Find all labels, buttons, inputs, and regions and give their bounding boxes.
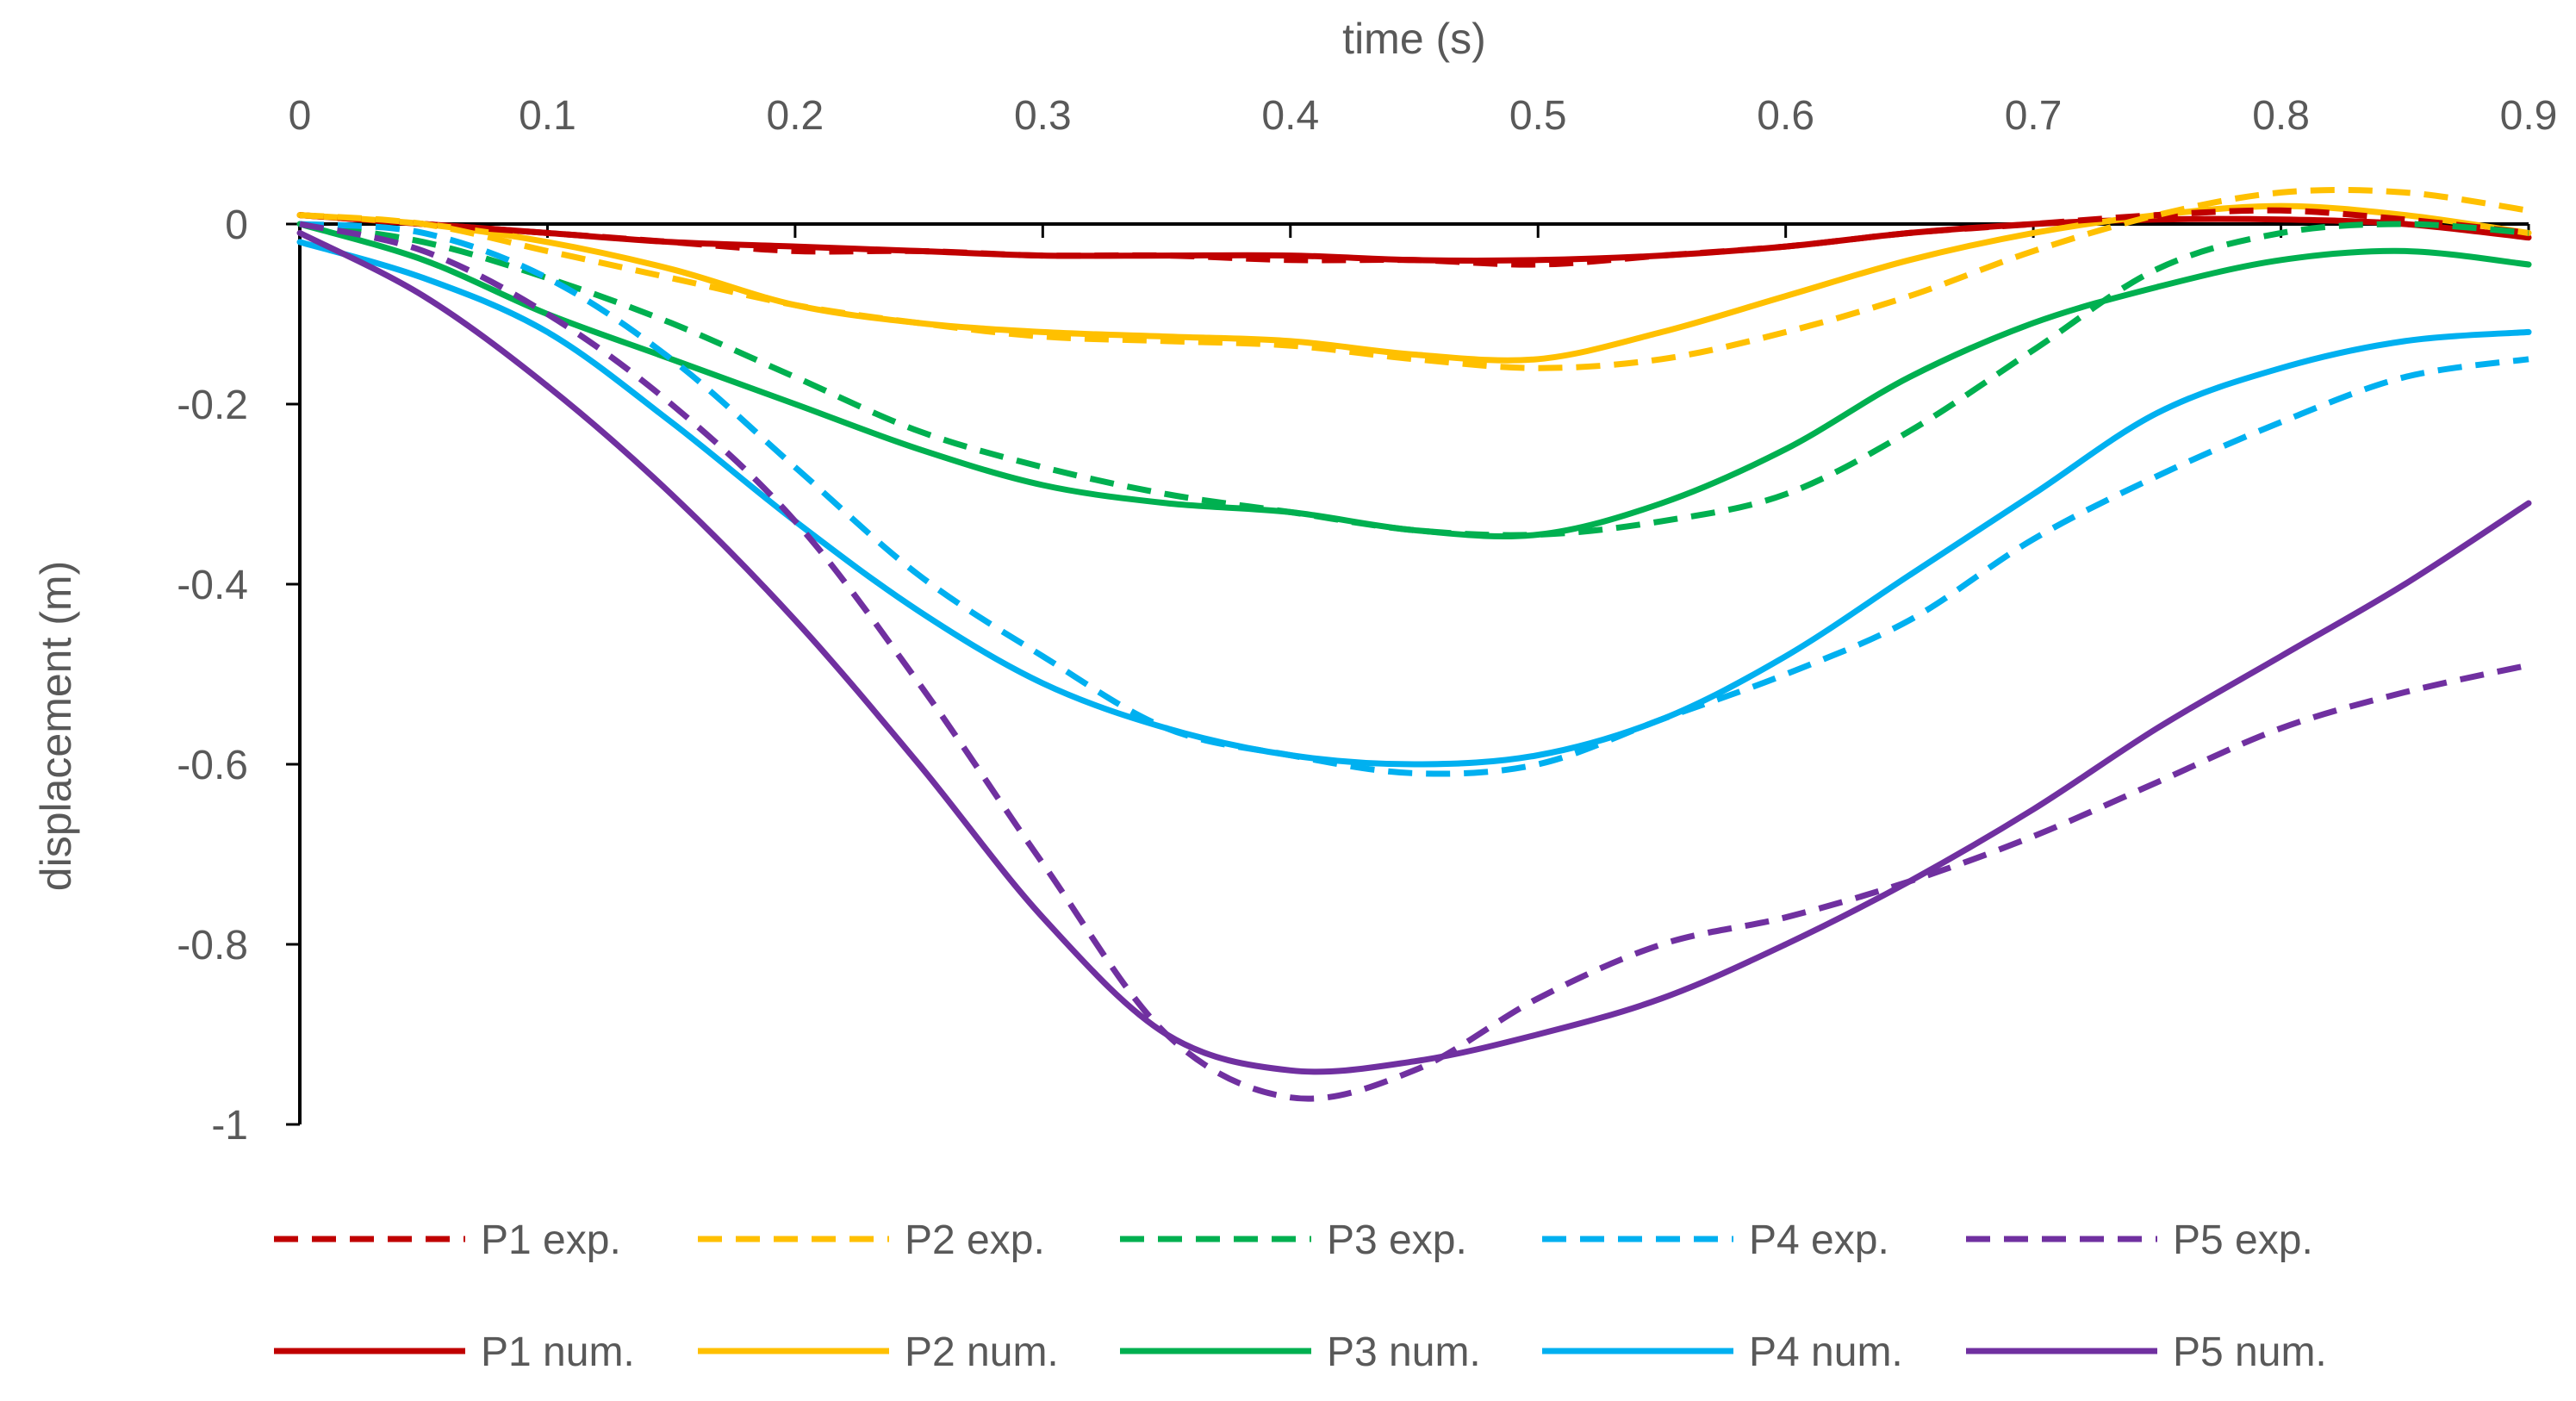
x-axis-title: time (s) [1342,15,1486,63]
series-lines [296,186,2532,1102]
series-line-p5-num [296,229,2532,1075]
legend-label-p1-exp: P1 exp. [481,1217,621,1263]
x-tick-label: 0.1 [519,93,576,139]
legend-label-p1-num: P1 num. [481,1329,635,1375]
x-tick-label: 0.8 [2252,93,2310,139]
series-line-p3-num [296,221,2532,540]
series-line-p1-exp [299,207,2529,268]
legend: P1 exp. P2 exp. P3 exp. P4 exp. P5 exp. P1 nu… [274,1217,2327,1375]
x-tick-label: 0.9 [2500,93,2558,139]
y-tick-label: -0.2 [177,383,248,428]
y-tick-label: -1 [211,1103,248,1149]
legend-label-p2-num: P2 num. [905,1329,1059,1375]
y-tick-label: -0.6 [177,743,248,788]
y-tick-label: -0.8 [177,923,248,968]
y-tick-label: 0 [225,202,248,248]
x-tick-label: 0.4 [1261,93,1319,139]
series-line-p4-num [296,239,2532,768]
series-line-p5-exp [299,221,2529,1102]
y-axis-title: displacement (m) [32,561,80,891]
x-tick-label: 0.2 [767,93,824,139]
series-line-p3-exp [299,221,2529,539]
legend-label-p3-exp: P3 exp. [1327,1217,1467,1263]
x-tick-label: 0.5 [1509,93,1567,139]
legend-label-p5-exp: P5 exp. [2173,1217,2313,1263]
axes [298,222,2529,1124]
y-tick-labels: 0 -0.2 -0.4 -0.6 -0.8 -1 [177,202,300,1149]
legend-label-p3-num: P3 num. [1327,1329,1481,1375]
legend-label-p4-num: P4 num. [1749,1329,1903,1375]
x-tick-label: 0.6 [1757,93,1814,139]
legend-label-p5-num: P5 num. [2173,1329,2327,1375]
x-tick-labels: 0 0.1 0.2 0.3 0.4 0.5 0.6 0.7 0.8 0.9 [289,93,2558,238]
x-tick-label: 0.3 [1014,93,1072,139]
x-tick-label: 0 [289,93,312,139]
y-tick-label: -0.4 [177,563,248,608]
legend-label-p4-exp: P4 exp. [1749,1217,1889,1263]
series-line-p4-exp [299,221,2529,777]
series-line-p2-num [296,202,2532,364]
x-tick-label: 0.7 [2005,93,2063,139]
legend-label-p2-exp: P2 exp. [905,1217,1045,1263]
